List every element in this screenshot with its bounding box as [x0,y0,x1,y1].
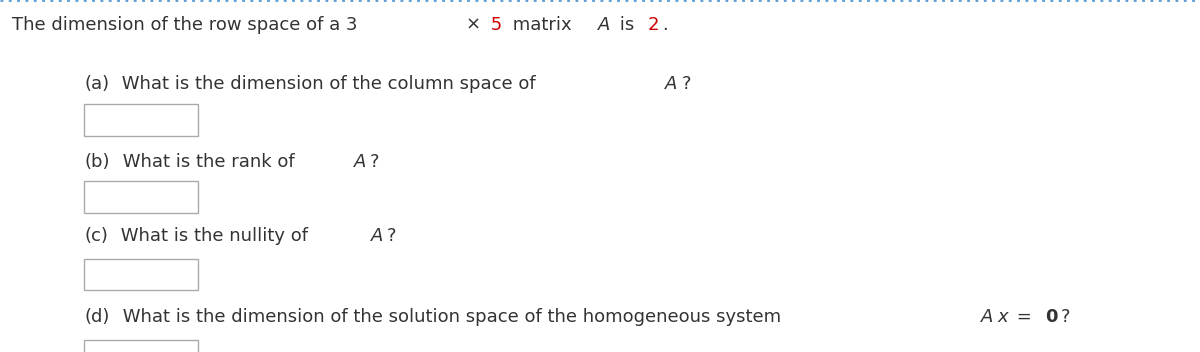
Text: What is the nullity of: What is the nullity of [115,227,313,245]
Text: A: A [982,308,994,326]
Text: (b): (b) [84,153,109,171]
Text: A: A [598,15,610,34]
Text: (c): (c) [84,227,108,245]
FancyBboxPatch shape [84,259,198,290]
Text: ?: ? [388,227,397,245]
Text: What is the dimension of the column space of: What is the dimension of the column spac… [116,75,541,94]
Text: 2: 2 [647,15,659,34]
Text: (a): (a) [84,75,109,94]
Text: The dimension of the row space of a 3: The dimension of the row space of a 3 [12,15,364,34]
Text: is: is [613,15,640,34]
Text: ×: × [466,15,480,34]
Text: 5: 5 [485,15,502,34]
FancyBboxPatch shape [84,104,198,136]
FancyBboxPatch shape [84,181,198,213]
Text: A: A [665,75,678,94]
Text: What is the dimension of the solution space of the homogeneous system: What is the dimension of the solution sp… [116,308,787,326]
Text: ?: ? [370,153,379,171]
Text: =: = [1010,308,1037,326]
Text: ?: ? [682,75,691,94]
FancyBboxPatch shape [84,340,198,352]
Text: 0: 0 [1045,308,1057,326]
Text: .: . [662,15,668,34]
Text: A: A [354,153,366,171]
Text: ?: ? [1061,308,1070,326]
Text: What is the rank of: What is the rank of [116,153,300,171]
Text: (d): (d) [84,308,109,326]
Text: A: A [371,227,384,245]
Text: x: x [997,308,1008,326]
Text: matrix: matrix [506,15,577,34]
